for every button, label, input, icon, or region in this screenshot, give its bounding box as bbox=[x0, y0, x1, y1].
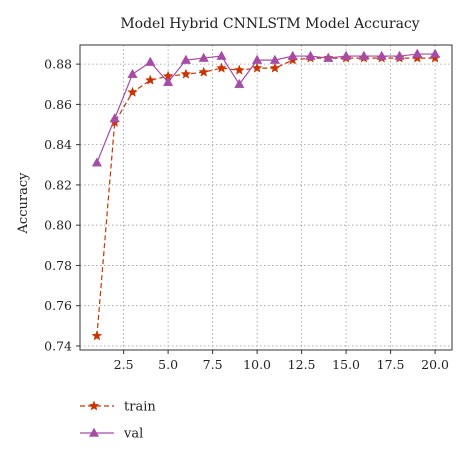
x-tick-label: 20.0 bbox=[421, 357, 449, 372]
legend-label: val bbox=[123, 427, 143, 442]
series-train bbox=[91, 52, 441, 341]
data-point-train bbox=[269, 62, 281, 73]
plot-series bbox=[91, 48, 441, 341]
x-tick-label: 5.0 bbox=[158, 357, 178, 372]
series-line-train bbox=[96, 57, 436, 336]
data-point-val bbox=[430, 48, 441, 58]
legend-item-train: train bbox=[80, 400, 156, 415]
legend: train val bbox=[80, 400, 156, 442]
data-point-train bbox=[180, 68, 192, 79]
legend-marker bbox=[88, 427, 100, 437]
data-point-val bbox=[145, 56, 156, 66]
legend-label: train bbox=[124, 400, 156, 415]
legend-item-val: val bbox=[80, 427, 143, 442]
x-tick-label: 10.0 bbox=[243, 357, 271, 372]
data-point-val bbox=[305, 50, 316, 60]
data-point-val bbox=[376, 50, 387, 60]
axis-ticks: 2.5 5.0 7.5 10.0 12.5 15.0 17.5 20.0 0.74 0.76 0.7… bbox=[44, 57, 449, 372]
data-point-val bbox=[341, 50, 352, 60]
data-point-val bbox=[180, 54, 191, 64]
data-point-train bbox=[91, 330, 103, 341]
data-point-val bbox=[358, 50, 369, 60]
y-tick-label: 0.80 bbox=[44, 218, 72, 233]
y-tick-label: 0.78 bbox=[44, 258, 72, 273]
data-point-train bbox=[127, 86, 138, 97]
grid-lines bbox=[80, 45, 452, 350]
data-point-val bbox=[127, 68, 138, 78]
x-tick-label: 2.5 bbox=[114, 357, 134, 372]
data-point-train bbox=[145, 74, 156, 85]
data-point-val bbox=[163, 76, 174, 86]
data-point-val bbox=[323, 52, 334, 62]
legend-marker bbox=[88, 400, 100, 411]
series-val bbox=[91, 48, 441, 167]
data-point-val bbox=[91, 157, 102, 167]
chart-title: Model Hybrid CNNLSTM Model Accuracy bbox=[120, 16, 419, 32]
data-point-val bbox=[252, 54, 263, 64]
data-point-val bbox=[394, 50, 405, 60]
data-point-val bbox=[198, 52, 209, 62]
x-tick-label: 12.5 bbox=[288, 357, 316, 372]
data-point-val bbox=[109, 113, 120, 123]
data-point-train bbox=[251, 62, 263, 73]
y-tick-label: 0.82 bbox=[44, 177, 72, 192]
x-tick-label: 7.5 bbox=[203, 357, 223, 372]
data-point-train bbox=[216, 62, 227, 73]
data-point-train bbox=[234, 64, 245, 75]
x-tick-label: 17.5 bbox=[377, 357, 405, 372]
data-point-val bbox=[216, 50, 227, 60]
data-point-val bbox=[269, 54, 280, 64]
y-tick-label: 0.86 bbox=[44, 97, 72, 112]
data-point-val bbox=[287, 50, 298, 60]
y-axis-label: Accuracy bbox=[16, 172, 31, 235]
y-tick-label: 0.74 bbox=[44, 338, 72, 353]
plot-frame bbox=[79, 44, 453, 351]
x-tick-label: 15.0 bbox=[332, 357, 360, 372]
data-point-val bbox=[234, 78, 245, 88]
data-point-train bbox=[198, 66, 209, 77]
series-line-val bbox=[96, 53, 436, 163]
y-tick-label: 0.84 bbox=[44, 137, 72, 152]
y-tick-label: 0.76 bbox=[44, 298, 72, 313]
data-point-val bbox=[412, 48, 423, 58]
y-tick-label: 0.88 bbox=[44, 57, 72, 72]
